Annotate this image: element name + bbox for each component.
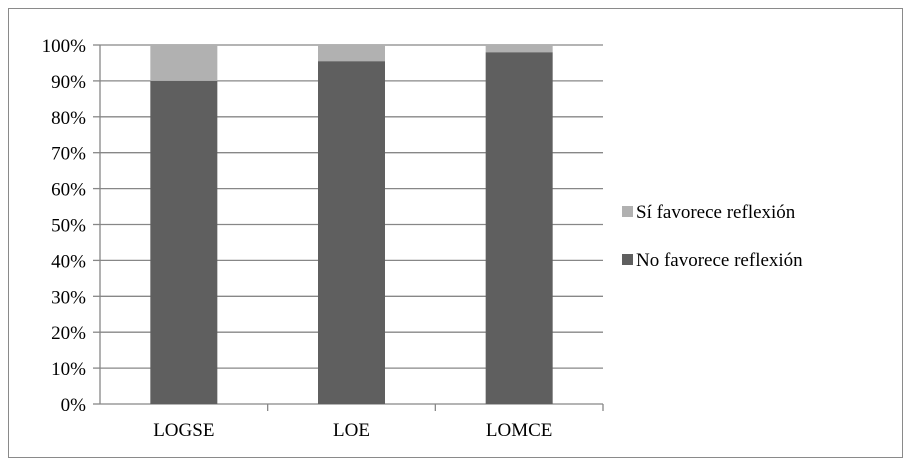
bar-segment: [485, 52, 553, 405]
y-tick-label: 10%: [51, 359, 86, 380]
legend: Sí favorece reflexión No favorece reflexi…: [622, 202, 803, 271]
bar-segment: [150, 45, 218, 81]
y-tick-label: 20%: [51, 323, 86, 344]
x-category-label: LOMCE: [486, 420, 553, 441]
y-tick-label: 60%: [51, 180, 86, 201]
legend-swatch: [622, 206, 633, 217]
y-tick-label: 70%: [51, 144, 86, 165]
bars: [150, 45, 553, 405]
bar-segment: [318, 61, 385, 404]
legend-label: No favorece reflexión: [636, 250, 803, 271]
bar-segment: [485, 45, 553, 53]
y-tick-label: 30%: [51, 287, 86, 308]
y-tick-label: 90%: [51, 72, 86, 93]
legend-label: Sí favorece reflexión: [636, 202, 796, 223]
bar-segment: [318, 45, 385, 62]
y-tick-label: 100%: [42, 36, 87, 57]
x-category-label: LOE: [333, 420, 370, 441]
bar-segment: [150, 80, 218, 405]
y-tick-label: 40%: [51, 251, 86, 272]
legend-swatch: [622, 254, 633, 265]
y-tick-labels: 0% 10% 20% 30% 40% 50% 60% 70% 80% 90% 100%: [42, 36, 87, 416]
y-tick-label: 50%: [51, 216, 86, 237]
y-tick-label: 80%: [51, 108, 86, 129]
y-tick-label: 0%: [61, 395, 87, 416]
x-category-label: LOGSE: [153, 420, 214, 441]
x-category-labels: LOGSE LOE LOMCE: [153, 420, 552, 441]
